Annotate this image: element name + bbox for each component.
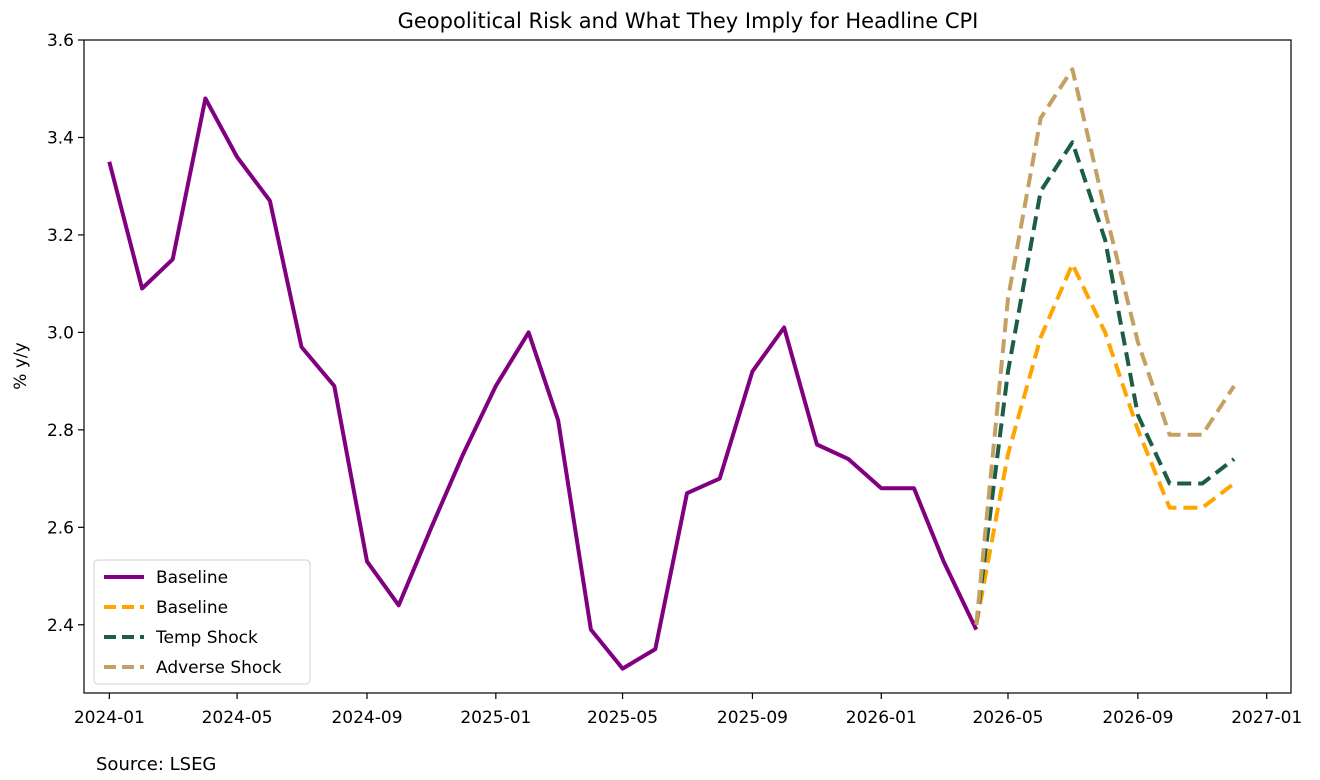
y-tick-label: 3.2: [47, 226, 74, 246]
x-tick-label: 2026-01: [846, 708, 917, 728]
legend-box: [93, 559, 311, 685]
series-line-3-adverse-shock: [974, 67, 1236, 625]
x-tick-label: 2025-01: [460, 708, 531, 728]
series-line-0-baseline: [107, 96, 979, 671]
x-tick-label: 2024-09: [331, 708, 402, 728]
x-tick-label: 2025-05: [587, 708, 658, 728]
chart-title: Geopolitical Risk and What They Imply fo…: [398, 9, 979, 33]
y-tick-label: 2.8: [47, 421, 74, 441]
x-tick-label: 2024-05: [202, 708, 273, 728]
y-tick-label: 3.0: [47, 323, 74, 343]
y-tick-label: 3.6: [47, 31, 74, 51]
plot-frame: [83, 39, 1292, 694]
y-tick-label: 2.6: [47, 518, 74, 538]
legend-label: Baseline: [156, 568, 228, 588]
x-tick-label: 2025-09: [717, 708, 788, 728]
legend-label: Baseline: [156, 598, 228, 618]
x-tick-label: 2026-05: [972, 708, 1043, 728]
series-line-2-temp-shock: [974, 140, 1236, 626]
y-tick-label: 3.4: [47, 128, 74, 148]
series-line-1-baseline: [974, 262, 1236, 626]
legend-label: Temp Shock: [155, 628, 258, 648]
x-tick-label: 2026-09: [1102, 708, 1173, 728]
y-tick-label: 2.4: [47, 616, 74, 636]
source-note: Source: LSEG: [96, 754, 217, 775]
legend-label: Adverse Shock: [156, 658, 282, 678]
y-axis-label: % y/y: [11, 342, 31, 389]
x-axis: 2024-01 2024-05 2024-09 2025-01 2025-05 2025-…: [74, 693, 1302, 728]
x-tick-label: 2024-01: [74, 708, 145, 728]
y-axis: 2.4 2.6 2.8 3.0 3.2 3.4 3.6: [47, 31, 84, 636]
x-tick-label: 2027-01: [1231, 708, 1302, 728]
legend: Baseline Baseline Temp Shock Adverse Shock: [93, 559, 311, 685]
